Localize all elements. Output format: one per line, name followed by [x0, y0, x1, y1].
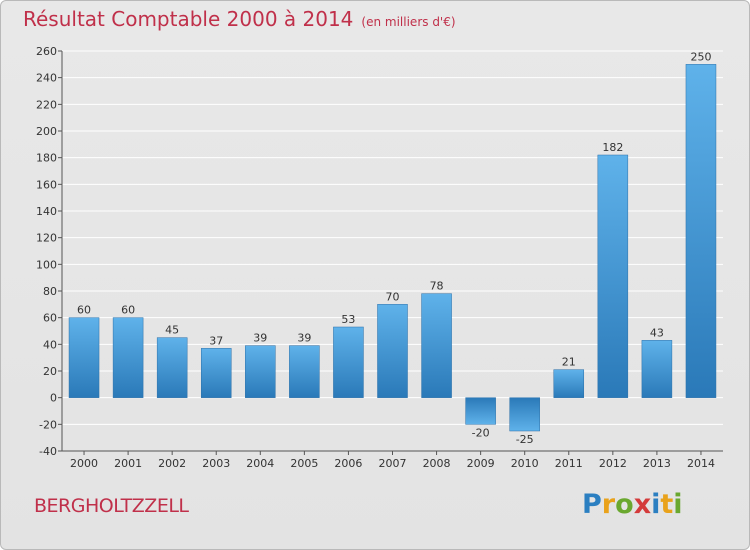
y-tick-label: -20 — [39, 418, 57, 431]
bar-2007 — [377, 304, 408, 398]
logo-letter: r — [601, 489, 616, 520]
bar-2012 — [597, 154, 629, 398]
y-tick-label: 100 — [36, 258, 57, 271]
x-tick-label-2000: 2000 — [70, 457, 98, 470]
value-label-2007: 70 — [386, 290, 400, 303]
bar-2003 — [200, 348, 232, 398]
x-tick-label-2001: 2001 — [114, 457, 142, 470]
logo-letter: t — [660, 489, 674, 520]
value-label-2006: 53 — [341, 313, 355, 326]
chart-title: Résultat Comptable 2000 à 2014 (en millie… — [23, 7, 456, 31]
logo-letter: x — [633, 489, 652, 520]
logo-letter: i — [651, 489, 661, 520]
y-tick-label: -40 — [39, 445, 57, 458]
x-tick-label-2004: 2004 — [246, 457, 274, 470]
proxiti-logo[interactable]: Proxiti — [582, 489, 683, 520]
bar-2011 — [553, 369, 585, 398]
x-tick-label-2010: 2010 — [511, 457, 539, 470]
bar-2004 — [245, 345, 276, 398]
value-label-2011: 21 — [562, 356, 576, 369]
y-tick-label: 140 — [36, 205, 57, 218]
x-tick-label-2011: 2011 — [555, 457, 583, 470]
bar-2005 — [289, 345, 320, 398]
x-tick-label-2009: 2009 — [467, 457, 495, 470]
value-label-2013: 43 — [650, 326, 664, 339]
chart-title-text: Résultat Comptable 2000 à 2014 — [23, 7, 354, 31]
value-label-2003: 37 — [209, 334, 223, 347]
y-tick-label: 20 — [43, 365, 57, 378]
bar-2006 — [333, 326, 364, 398]
y-tick-label: 40 — [43, 338, 57, 351]
x-tick-label-2013: 2013 — [643, 457, 671, 470]
y-tick-label: 220 — [36, 98, 57, 111]
bar-2014 — [685, 64, 717, 398]
y-tick-label: 240 — [36, 72, 57, 85]
bars — [68, 64, 717, 432]
bar-2010 — [509, 397, 540, 432]
axes: -40 -20 0 20 40 60 80 100 120 140 160 180 200 220 240 2… — [36, 45, 723, 470]
value-label-2001: 60 — [121, 304, 135, 317]
logo-letter: o — [615, 489, 634, 520]
value-label-2010: -25 — [516, 433, 534, 446]
x-tick-label-2008: 2008 — [423, 457, 451, 470]
x-tick-label-2002: 2002 — [158, 457, 186, 470]
y-tick-label: 60 — [43, 312, 57, 325]
bar-2013 — [641, 340, 673, 398]
value-label-2000: 60 — [77, 304, 91, 317]
value-label-2009: -20 — [472, 426, 490, 439]
value-labels: 60 60 45 37 39 39 53 70 78 -20 -25 21 182 43 250 — [77, 50, 711, 446]
y-tick-label: 180 — [36, 152, 57, 165]
logo-letter: i — [673, 489, 683, 520]
y-tick-label: 260 — [36, 45, 57, 58]
x-tick-label-2003: 2003 — [202, 457, 230, 470]
value-label-2012: 182 — [602, 141, 623, 154]
bar-2009 — [465, 397, 496, 425]
x-tick-label-2005: 2005 — [290, 457, 318, 470]
logo-letter: P — [582, 489, 602, 520]
y-tick-label: 120 — [36, 232, 57, 245]
commune-name: BERGHOLTZZELL — [34, 495, 189, 517]
bar-2008 — [421, 293, 452, 398]
y-tick-label: 80 — [43, 285, 57, 298]
bar-2002 — [156, 337, 188, 398]
bar-2000 — [68, 317, 100, 398]
y-tick-label: 200 — [36, 125, 57, 138]
bar-2001 — [112, 317, 144, 398]
value-label-2005: 39 — [297, 332, 311, 345]
y-tick-label: 0 — [50, 392, 57, 405]
x-tick-label-2012: 2012 — [599, 457, 627, 470]
y-tick-label: 160 — [36, 178, 57, 191]
value-label-2014: 250 — [690, 50, 711, 63]
value-label-2002: 45 — [165, 324, 179, 337]
value-label-2004: 39 — [253, 332, 267, 345]
chart-subtitle: (en milliers d'€) — [361, 15, 456, 29]
x-tick-label-2014: 2014 — [687, 457, 715, 470]
x-tick-label-2006: 2006 — [334, 457, 362, 470]
value-label-2008: 78 — [430, 280, 444, 293]
x-tick-label-2007: 2007 — [379, 457, 407, 470]
